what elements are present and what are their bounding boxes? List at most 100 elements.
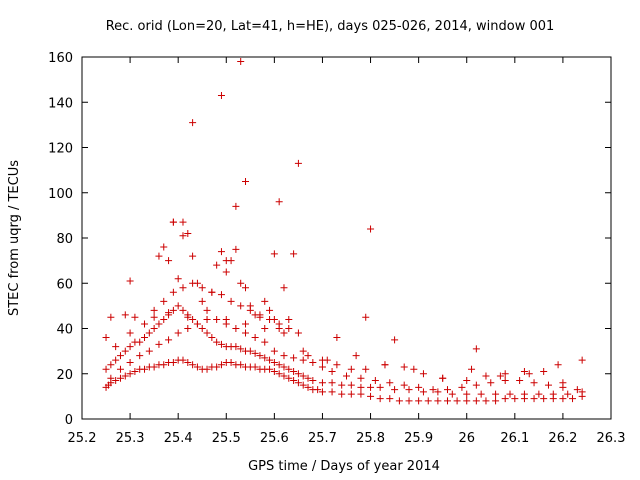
data-point [102,365,110,373]
data-point [275,370,283,378]
data-point [150,313,158,321]
data-point [227,358,235,366]
data-point [266,356,274,364]
data-point [242,284,250,292]
data-point [333,361,341,369]
data-point [213,261,221,269]
data-point [367,392,375,400]
data-point [232,202,240,210]
data-point [222,257,230,265]
data-point [270,358,278,366]
data-point [367,383,375,391]
data-point [174,302,182,310]
data-point [434,397,442,405]
data-point [121,311,129,319]
data-point [193,279,201,287]
data-point [573,386,581,394]
data-point [530,395,538,403]
data-point [217,361,225,369]
x-tick-label: 25.9 [404,431,433,446]
x-tick-label: 25.3 [116,431,145,446]
data-point [472,345,480,353]
data-point [280,363,288,371]
data-point [116,365,124,373]
data-point [193,363,201,371]
data-point [328,379,336,387]
data-point [477,390,485,398]
data-point [107,361,115,369]
data-point [318,388,326,396]
data-point [299,356,307,364]
data-point [386,379,394,387]
data-point [395,397,403,405]
data-point [141,365,149,373]
data-point [328,388,336,396]
data-point [131,367,139,375]
data-point [217,291,225,299]
data-point [328,367,336,375]
data-point [203,315,211,323]
x-tick-label: 25.8 [356,431,385,446]
data-point [415,383,423,391]
data-point [443,397,451,405]
data-point [145,329,153,337]
y-tick-label: 0 [65,413,73,428]
data-point [165,257,173,265]
data-point [294,329,302,337]
data-point [169,306,177,314]
data-point [357,374,365,382]
data-point [261,297,269,305]
data-point [285,374,293,382]
data-point [131,313,139,321]
data-point [280,329,288,337]
data-point [525,370,533,378]
data-point [506,390,514,398]
data-point [184,325,192,332]
data-point [116,374,124,382]
data-point [150,325,158,332]
data-point [496,372,504,380]
data-point [338,381,346,389]
data-point [141,320,149,328]
y-tick-label: 120 [48,142,73,157]
data-point [232,343,240,351]
data-point [299,372,307,380]
data-point [184,358,192,366]
data-point [203,306,211,314]
data-point [217,340,225,348]
data-point [429,386,437,394]
data-point [266,306,274,314]
data-point [540,367,548,375]
data-point [145,347,153,355]
y-tick-label: 40 [56,323,73,338]
data-point [213,338,221,346]
data-point [482,372,490,380]
data-point [362,313,370,321]
data-point [304,352,312,360]
data-point [189,361,197,369]
data-point [578,356,586,364]
data-point [487,379,495,387]
y-axis-label: STEC from uqrg / TECUs [7,160,22,316]
data-point [136,338,144,346]
data-point [242,177,250,185]
data-point [520,367,528,375]
data-point [126,329,134,337]
data-point [400,381,408,389]
data-point [482,397,490,405]
data-point [155,252,163,260]
data-point [179,232,187,240]
data-point [434,388,442,396]
data-point [285,315,293,323]
data-point [347,390,355,398]
data-point [419,388,427,396]
data-point [266,365,274,373]
y-tick-label: 140 [48,96,73,111]
data-point [174,275,182,283]
data-point [193,320,201,328]
data-point [179,218,187,226]
data-point [294,370,302,378]
data-point [275,325,283,332]
data-point [448,390,456,398]
data-point [198,284,206,292]
